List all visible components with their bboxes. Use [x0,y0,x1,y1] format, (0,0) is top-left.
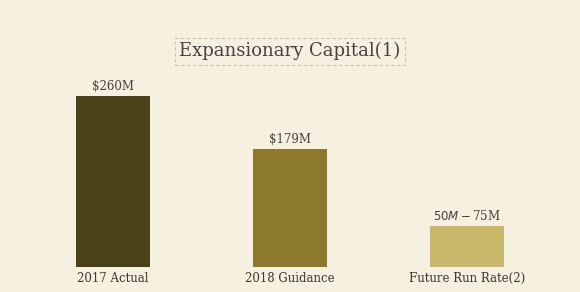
Text: $179M: $179M [269,133,311,146]
Bar [76,95,150,267]
Text: Expansionary Capital(1): Expansionary Capital(1) [179,42,401,60]
Bar [253,149,327,267]
Text: $260M: $260M [92,80,134,93]
Bar [430,226,504,267]
Text: $50M - $75M: $50M - $75M [433,209,501,223]
